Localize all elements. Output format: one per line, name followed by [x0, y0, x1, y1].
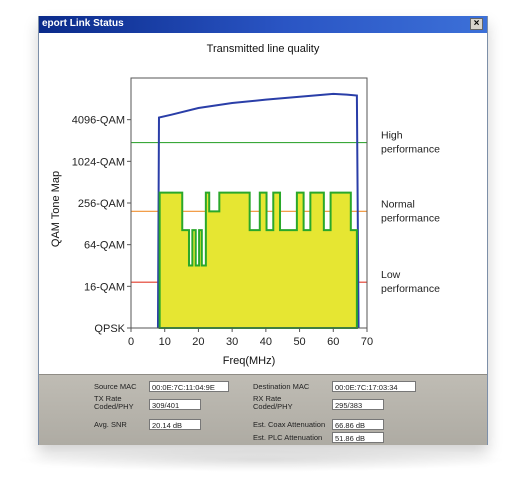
tx-rate-value: 309/401: [149, 399, 201, 410]
source-mac-label: Source MAC: [94, 382, 137, 391]
y-tick-label: 256-QAM: [78, 198, 125, 210]
threshold-label-1: High performance: [381, 130, 440, 156]
series-line-1: [156, 92, 360, 329]
threshold-label-3: Low performance: [381, 269, 440, 295]
x-tick-labels: 0 10 20 30 40 50 60 70: [128, 336, 373, 348]
dest-mac-label: Destination MAC: [253, 382, 310, 391]
x-tick-label: 50: [293, 336, 305, 348]
series-area-2: [158, 191, 358, 329]
x-tick-label: 10: [159, 336, 171, 348]
tone-map-chart: Transmitted line quality QPSK 16-QAM 64-QA…: [50, 43, 440, 367]
dest-mac-value: 00:0E:7C:17:03:34: [332, 381, 416, 392]
y-tick-label: 1024-QAM: [72, 156, 125, 168]
y-tick-labels: QPSK 16-QAM 64-QAM 256-QAM 1024-QAM 4096-QAM: [72, 115, 126, 335]
x-axis-label: Freq(MHz): [223, 355, 276, 367]
tx-rate-label: TX Rate Coded/PHY: [94, 394, 134, 411]
snr-label: Avg. SNR: [94, 420, 127, 429]
plc-attenuation-label: Est. PLC Attenuation: [253, 433, 323, 442]
close-icon[interactable]: ×: [470, 18, 483, 30]
threshold-labels: High performance Normal performance Low perfo…: [381, 130, 440, 296]
y-axis-label: QAM Tone Map: [50, 171, 62, 247]
window-title: eport Link Status: [42, 18, 124, 29]
x-tick-label: 30: [226, 336, 238, 348]
y-tick-label: 16-QAM: [84, 281, 125, 293]
y-tick-label: 64-QAM: [84, 240, 125, 252]
rx-rate-value: 295/383: [332, 399, 384, 410]
x-tick-label: 40: [260, 336, 272, 348]
rx-rate-label: RX Rate Coded/PHY: [253, 394, 293, 411]
source-mac-value: 00:0E:7C:11:04:9E: [149, 381, 229, 392]
snr-value: 20.14 dB: [149, 419, 201, 430]
plc-attenuation-value: 51.86 dB: [332, 432, 384, 443]
link-status-window: eport Link Status × Transmitted line qua…: [38, 16, 488, 445]
coax-attenuation-label: Est. Coax Attenuation: [253, 420, 326, 429]
coax-attenuation-value: 66.86 dB: [332, 419, 384, 430]
threshold-label-2: Normal performance: [381, 198, 440, 224]
window-reflection: [12, 448, 510, 472]
chart-title: Transmitted line quality: [207, 43, 320, 55]
x-tick-label: 0: [128, 336, 134, 348]
axes: [127, 77, 368, 332]
y-tick-label: 4096-QAM: [72, 115, 125, 127]
link-details-panel: Source MAC 00:0E:7C:11:04:9E Destination…: [39, 374, 487, 445]
series-layer: [156, 92, 360, 329]
x-tick-label: 70: [361, 336, 373, 348]
y-tick-label: QPSK: [94, 323, 125, 335]
x-tick-label: 60: [327, 336, 339, 348]
title-bar[interactable]: eport Link Status ×: [39, 16, 487, 33]
x-tick-label: 20: [192, 336, 204, 348]
